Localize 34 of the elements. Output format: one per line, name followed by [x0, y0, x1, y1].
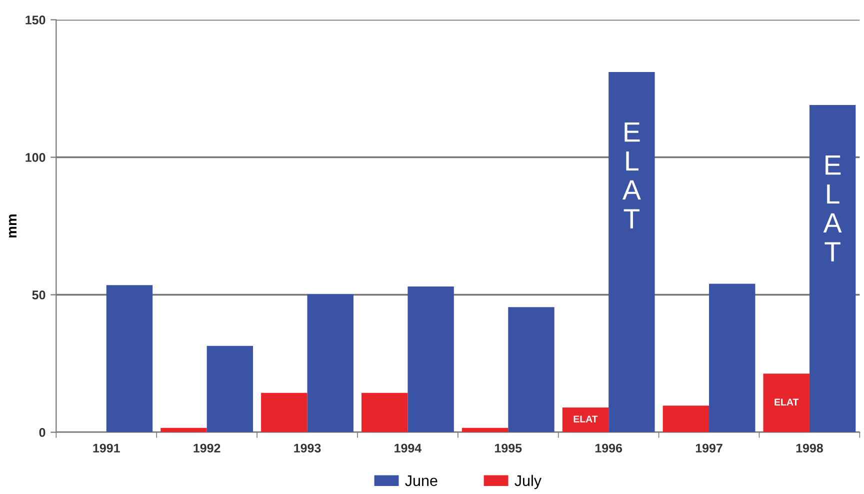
bar	[106, 285, 153, 432]
x-tick-label: 1992	[194, 444, 220, 453]
legend-label: June	[405, 475, 438, 486]
annotation: ELAT	[823, 156, 842, 262]
x-tick-label: 1993	[294, 444, 321, 453]
annotation: ELAT	[574, 416, 598, 422]
y-tick-label: 100	[26, 153, 46, 162]
bar	[160, 428, 207, 432]
bar	[809, 105, 856, 432]
y-tick-label: 0	[39, 428, 46, 437]
bar	[608, 72, 655, 432]
bar	[408, 286, 454, 432]
y-axis-title: mm	[8, 214, 16, 238]
annotation: ELAT	[774, 398, 799, 406]
y-tick-label: 150	[26, 16, 46, 24]
bar	[307, 294, 354, 432]
y-tick-label: 50	[32, 290, 46, 300]
x-tick-label: 1997	[696, 444, 722, 453]
legend-label: July	[514, 474, 542, 490]
x-tick-label: 1996	[595, 444, 622, 453]
bar	[362, 392, 408, 432]
x-tick-label: 1995	[495, 444, 522, 453]
bar	[462, 428, 508, 432]
bar	[709, 284, 756, 432]
x-tick-label: 1994	[394, 444, 422, 453]
bar	[508, 307, 554, 432]
bar	[206, 346, 254, 432]
x-tick-label: 1991	[93, 444, 120, 453]
x-tick-label: 1998	[796, 444, 823, 453]
bar	[662, 406, 710, 432]
bar	[562, 408, 609, 432]
bar	[261, 392, 308, 432]
bar	[763, 374, 810, 432]
annotation: ELAT	[622, 122, 641, 228]
